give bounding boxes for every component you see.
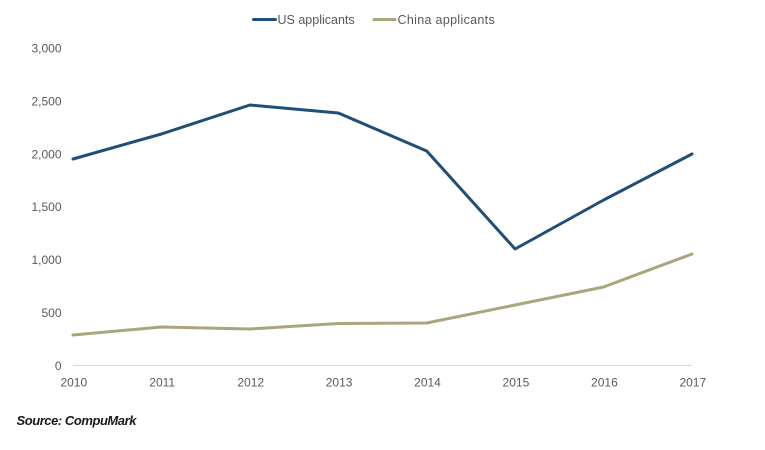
svg-text:3,000: 3,000 <box>31 42 61 56</box>
svg-text:US applicants: US applicants <box>278 13 355 27</box>
svg-text:0: 0 <box>55 359 62 373</box>
svg-text:2014: 2014 <box>414 376 441 390</box>
svg-text:2,000: 2,000 <box>31 147 61 161</box>
svg-text:2011: 2011 <box>149 376 175 390</box>
svg-text:2016: 2016 <box>591 376 618 390</box>
svg-text:2012: 2012 <box>237 376 264 390</box>
svg-text:China applicants: China applicants <box>398 13 496 27</box>
svg-text:Source: CompuMark: Source: CompuMark <box>17 413 138 428</box>
svg-text:2010: 2010 <box>60 376 87 390</box>
svg-text:1,500: 1,500 <box>31 200 61 214</box>
svg-text:2013: 2013 <box>326 376 353 390</box>
svg-text:2,500: 2,500 <box>31 94 61 108</box>
svg-text:2015: 2015 <box>503 376 530 390</box>
svg-text:1,000: 1,000 <box>31 253 61 267</box>
svg-text:500: 500 <box>41 306 61 320</box>
svg-text:2017: 2017 <box>679 376 706 390</box>
